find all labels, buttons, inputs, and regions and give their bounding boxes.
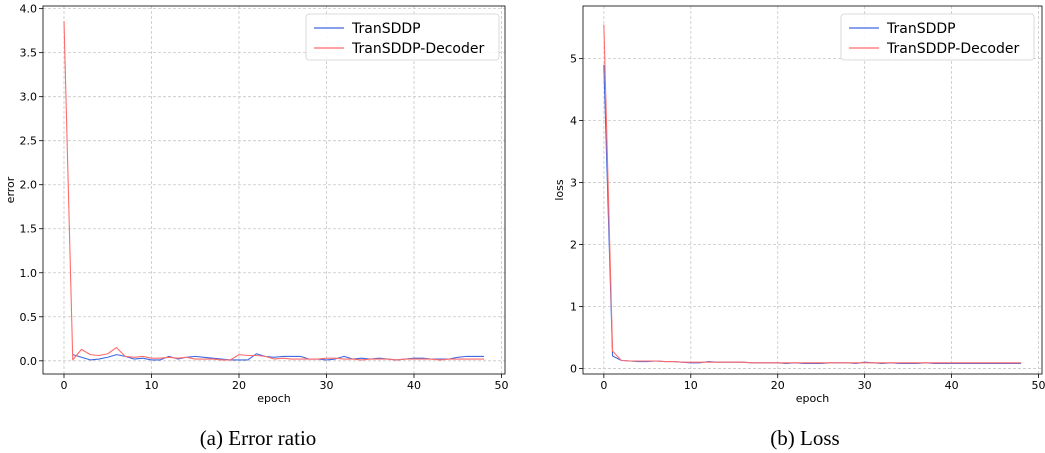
y-axis-label: loss — [553, 179, 566, 201]
y-tick-label: 2 — [570, 239, 577, 252]
series-line-transddp — [604, 65, 1021, 364]
y-axis-label: error — [4, 176, 17, 203]
plot-frame — [583, 6, 1042, 374]
x-tick-label: 10 — [145, 379, 159, 392]
plot-frame — [43, 6, 505, 374]
y-tick-label: 4 — [570, 115, 577, 128]
y-tick-label: 3 — [570, 177, 577, 190]
x-tick-label: 40 — [407, 379, 421, 392]
x-tick-label: 10 — [684, 379, 698, 392]
x-tick-label: 50 — [1032, 379, 1045, 392]
x-tick-label: 30 — [858, 379, 872, 392]
series-line-transddp-decoder — [64, 21, 484, 360]
x-tick-label: 0 — [600, 379, 607, 392]
series-line-transddp-decoder — [604, 25, 1021, 363]
x-tick-label: 20 — [771, 379, 785, 392]
figure-caption: (a) Error ratio — [200, 426, 317, 450]
y-tick-label: 0.5 — [20, 311, 38, 324]
x-tick-label: 30 — [320, 379, 334, 392]
legend-label: TranSDDP — [886, 21, 956, 37]
legend-label: TranSDDP — [351, 21, 421, 37]
y-tick-label: 0 — [570, 362, 577, 375]
y-tick-label: 1 — [570, 300, 577, 313]
legend: TranSDDP TranSDDP-Decoder — [841, 14, 1034, 60]
x-tick-label: 50 — [495, 379, 509, 392]
legend-label: TranSDDP-Decoder — [886, 41, 1019, 57]
chart-error-ratio: 0 10 20 30 40 50 0.0 0.5 1.0 1.5 2.0 2.5 3.0 3.5 4.0 ep… — [4, 3, 509, 450]
y-tick-label: 3.0 — [20, 91, 38, 104]
legend-label: TranSDDP-Decoder — [351, 41, 484, 57]
x-tick-label: 40 — [945, 379, 959, 392]
y-tick-label: 2.0 — [20, 179, 38, 192]
chart-loss: 0 10 20 30 40 50012345epochlossTranSDDPTranSD… — [553, 6, 1045, 450]
y-tick-label: 1.0 — [20, 267, 38, 280]
x-tick-label: 0 — [61, 379, 68, 392]
y-tick-label: 5 — [570, 53, 577, 66]
y-tick-label: 3.5 — [20, 47, 38, 60]
figure-caption: (b) Loss — [770, 426, 839, 450]
y-tick-label: 0.0 — [20, 355, 38, 368]
x-tick-label: 20 — [232, 379, 246, 392]
x-axis-label: epoch — [796, 392, 830, 405]
y-tick-label: 1.5 — [20, 223, 38, 236]
y-tick-label: 4.0 — [20, 3, 38, 16]
legend: TranSDDP TranSDDP-Decoder — [306, 14, 499, 60]
x-axis-label: epoch — [257, 392, 291, 405]
y-tick-label: 2.5 — [20, 135, 38, 148]
